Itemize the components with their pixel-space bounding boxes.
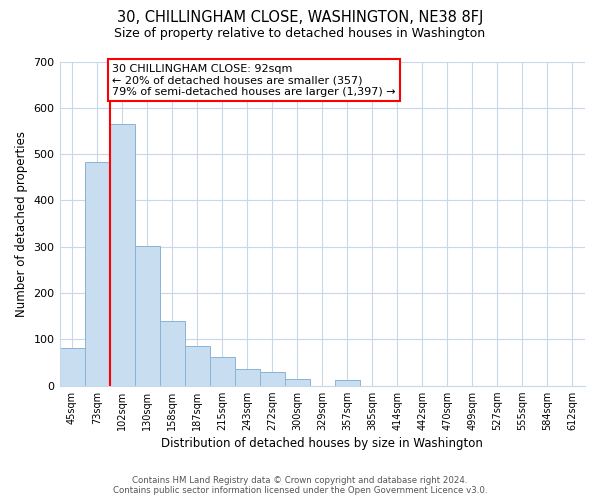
Bar <box>185 346 209 386</box>
Y-axis label: Number of detached properties: Number of detached properties <box>15 130 28 316</box>
Bar <box>335 380 360 386</box>
Text: Contains HM Land Registry data © Crown copyright and database right 2024.
Contai: Contains HM Land Registry data © Crown c… <box>113 476 487 495</box>
Bar <box>134 246 160 386</box>
Text: 30, CHILLINGHAM CLOSE, WASHINGTON, NE38 8FJ: 30, CHILLINGHAM CLOSE, WASHINGTON, NE38 … <box>117 10 483 25</box>
Bar <box>85 162 110 386</box>
Bar <box>59 348 85 386</box>
X-axis label: Distribution of detached houses by size in Washington: Distribution of detached houses by size … <box>161 437 483 450</box>
Bar <box>285 379 310 386</box>
Bar <box>235 370 260 386</box>
Bar <box>209 356 235 386</box>
Bar <box>260 372 285 386</box>
Text: Size of property relative to detached houses in Washington: Size of property relative to detached ho… <box>115 28 485 40</box>
Bar <box>110 124 134 386</box>
Text: 30 CHILLINGHAM CLOSE: 92sqm
← 20% of detached houses are smaller (357)
79% of se: 30 CHILLINGHAM CLOSE: 92sqm ← 20% of det… <box>112 64 396 97</box>
Bar <box>160 322 185 386</box>
